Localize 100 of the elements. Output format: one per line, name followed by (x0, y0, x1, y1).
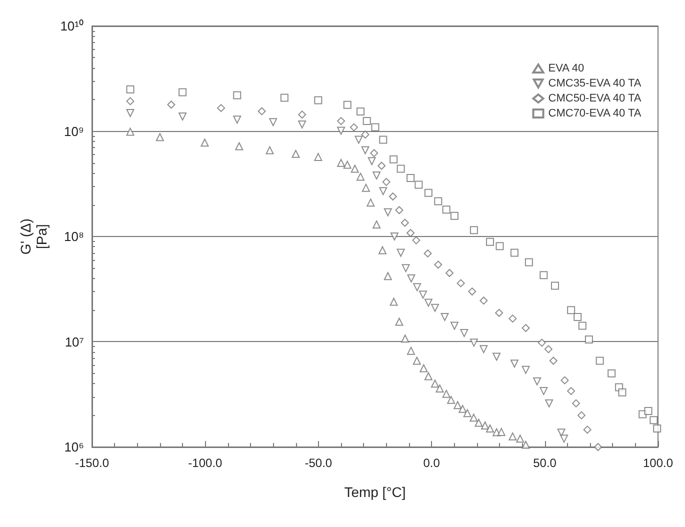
x-tick-label: -150.0 (74, 456, 110, 470)
point (407, 274, 416, 282)
point (445, 269, 454, 277)
x-tick-label: -50.0 (304, 456, 332, 470)
point (577, 411, 586, 420)
point (544, 345, 552, 354)
point (486, 424, 494, 432)
point (337, 117, 346, 126)
point (396, 164, 405, 173)
point (424, 372, 432, 380)
point (390, 298, 398, 306)
point (178, 88, 187, 96)
point (413, 283, 422, 292)
point (126, 109, 134, 118)
point (440, 312, 449, 321)
point (266, 146, 274, 154)
point (356, 172, 365, 181)
point (370, 149, 378, 158)
point (361, 146, 370, 154)
point (524, 258, 533, 266)
point (361, 130, 370, 139)
point (412, 356, 421, 365)
legend-label: CMC70-EVA 40 TA (548, 108, 642, 120)
point (458, 404, 467, 413)
point (424, 188, 432, 197)
point (434, 197, 442, 206)
point (583, 426, 592, 434)
x-axis-title: Temp [°C] (344, 484, 406, 500)
point (538, 338, 546, 347)
point (533, 377, 542, 386)
point (362, 117, 371, 126)
point (378, 246, 386, 254)
point (430, 304, 439, 312)
point (414, 180, 423, 189)
point (450, 322, 458, 330)
point (497, 428, 506, 436)
point (368, 157, 376, 166)
point (450, 212, 458, 220)
point (406, 228, 415, 237)
point (567, 306, 576, 314)
point (292, 150, 300, 158)
point (314, 152, 322, 161)
point (372, 171, 381, 180)
point (470, 338, 478, 347)
legend-label: CMC50-EVA 40 TA (548, 92, 642, 104)
point (384, 208, 392, 216)
point (402, 264, 410, 272)
point (522, 366, 530, 374)
point (540, 271, 548, 280)
x-tick-label: -100.0 (188, 456, 223, 470)
point (298, 120, 306, 128)
point (495, 308, 504, 317)
point (447, 396, 456, 404)
point (496, 242, 504, 250)
point (382, 178, 390, 186)
point (420, 364, 428, 372)
point (436, 384, 444, 392)
point (510, 360, 518, 368)
point (372, 220, 381, 229)
point (233, 116, 242, 124)
point (217, 104, 226, 112)
point (406, 174, 415, 182)
point (474, 418, 483, 427)
point (550, 282, 559, 290)
point (366, 198, 375, 207)
point (126, 97, 134, 106)
point (516, 434, 524, 443)
point (430, 380, 439, 388)
point (522, 440, 530, 449)
point (362, 184, 370, 192)
point (280, 94, 288, 102)
point (395, 206, 404, 214)
point (480, 345, 488, 354)
point (167, 100, 176, 109)
point (522, 324, 530, 332)
point (178, 112, 187, 121)
y-tick-label: 10⁹ (64, 124, 84, 139)
point (650, 416, 658, 424)
point (424, 298, 432, 307)
legend-label: CMC35-EVA 40 TA (548, 78, 642, 90)
point (540, 387, 548, 396)
point (456, 279, 465, 288)
point (298, 110, 306, 119)
point (549, 356, 558, 365)
point (463, 409, 472, 418)
point (350, 123, 358, 132)
point (442, 390, 450, 398)
point (608, 369, 616, 378)
point (454, 401, 462, 410)
point (424, 249, 432, 258)
point (126, 85, 134, 94)
point (337, 158, 346, 167)
point (337, 126, 346, 135)
point (233, 91, 242, 100)
point (418, 290, 427, 299)
x-tick-label: 50.0 (533, 456, 557, 470)
point (390, 155, 398, 164)
y-tick-label: 10⁶ (64, 440, 84, 454)
point (126, 128, 134, 136)
point (574, 312, 582, 321)
